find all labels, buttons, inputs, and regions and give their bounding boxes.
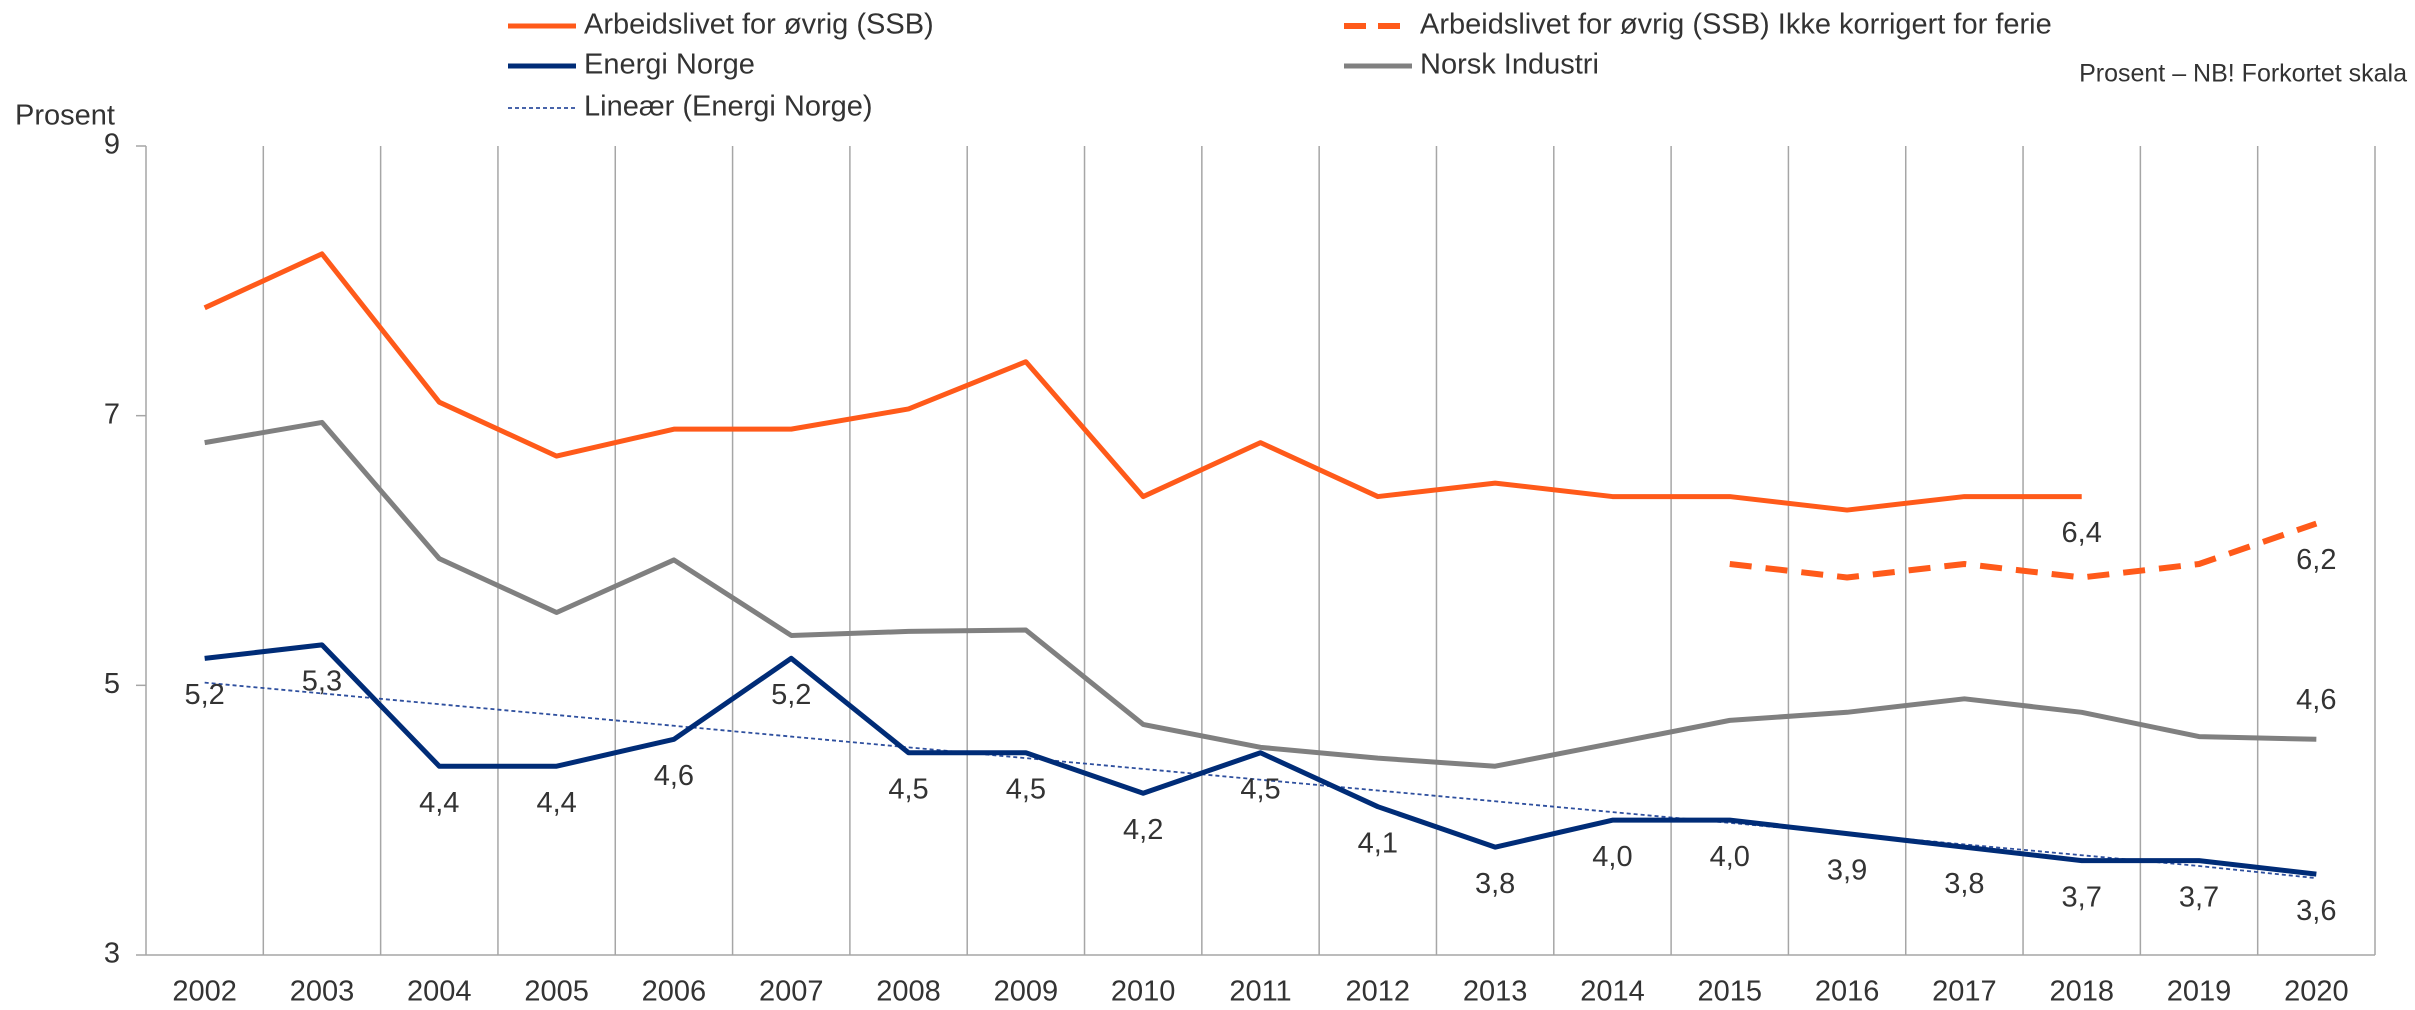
y-tick-label: 3 xyxy=(104,938,120,970)
data-label: 4,4 xyxy=(419,787,459,819)
data-label: 4,5 xyxy=(1006,773,1046,805)
x-tick-label: 2012 xyxy=(1346,976,1411,1008)
data-label: 4,5 xyxy=(888,773,928,805)
x-tick-label: 2009 xyxy=(994,976,1059,1008)
data-label: 4,6 xyxy=(654,760,694,792)
data-label: 4,0 xyxy=(1592,841,1632,873)
data-label: 4,4 xyxy=(536,787,576,819)
legend-label: Lineær (Energi Norge) xyxy=(584,91,873,123)
x-tick-label: 2018 xyxy=(2049,976,2114,1008)
y-tick-label: 5 xyxy=(104,668,120,700)
x-tick-label: 2020 xyxy=(2284,976,2349,1008)
x-tick-label: 2008 xyxy=(876,976,941,1008)
x-tick-label: 2017 xyxy=(1932,976,1997,1008)
x-tick-label: 2007 xyxy=(759,976,824,1008)
x-tick-label: 2013 xyxy=(1463,976,1528,1008)
data-label: 5,3 xyxy=(302,666,342,698)
y-tick-label: 9 xyxy=(104,129,120,161)
x-tick-label: 2005 xyxy=(524,976,589,1008)
data-label: 4,1 xyxy=(1358,827,1398,859)
legend-label: Arbeidslivet for øvrig (SSB) Ikke korrig… xyxy=(1420,9,2052,41)
x-tick-label: 2002 xyxy=(172,976,237,1008)
x-tick-label: 2011 xyxy=(1229,976,1291,1008)
legend-label: Energi Norge xyxy=(584,49,755,81)
data-label: 6,2 xyxy=(2296,544,2336,576)
annotation: Prosent – NB! Forkortet skala xyxy=(2079,60,2407,88)
y-tick-label: 7 xyxy=(104,398,120,430)
x-tick-label: 2004 xyxy=(407,976,472,1008)
data-label: 3,8 xyxy=(1944,868,1984,900)
series-line xyxy=(204,642,2317,877)
data-label: 4,5 xyxy=(1240,773,1280,805)
x-tick-label: 2006 xyxy=(642,976,707,1008)
x-tick-label: 2019 xyxy=(2167,976,2232,1008)
data-label: 5,2 xyxy=(184,679,224,711)
series-line xyxy=(203,251,2082,513)
series-line xyxy=(1729,520,2318,581)
legend-label: Norsk Industri xyxy=(1420,49,1599,81)
data-label: 6,4 xyxy=(2062,517,2102,549)
x-tick-label: 2010 xyxy=(1111,976,1176,1008)
data-label: 4,6 xyxy=(2296,684,2336,716)
data-label: 3,9 xyxy=(1827,854,1867,886)
data-label: 4,0 xyxy=(1710,841,1750,873)
data-label: 3,7 xyxy=(2179,881,2219,913)
data-label: 3,7 xyxy=(2062,881,2102,913)
x-tick-label: 2016 xyxy=(1815,976,1880,1008)
x-tick-label: 2003 xyxy=(290,976,355,1008)
series-line xyxy=(204,419,2317,769)
data-label: 3,8 xyxy=(1475,868,1515,900)
data-label: 5,2 xyxy=(771,679,811,711)
data-label: 4,2 xyxy=(1123,814,1163,846)
series-line xyxy=(204,681,2317,880)
data-label: 3,6 xyxy=(2296,895,2336,927)
y-axis-label: Prosent xyxy=(15,100,115,132)
legend-label: Arbeidslivet for øvrig (SSB) xyxy=(584,9,934,41)
x-tick-label: 2014 xyxy=(1580,976,1645,1008)
x-tick-label: 2015 xyxy=(1698,976,1763,1008)
